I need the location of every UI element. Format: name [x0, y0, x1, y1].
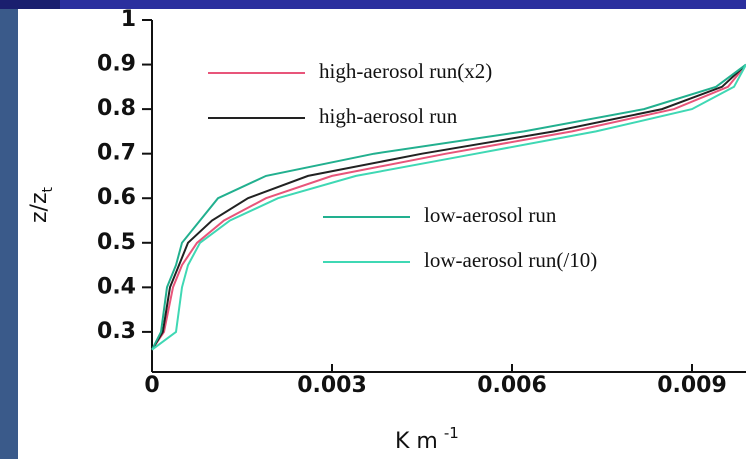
series-line [151, 63, 746, 351]
x-axis-label-text: K m [395, 429, 438, 454]
series-line [151, 64, 746, 351]
x-axis-label-sup: -1 [444, 424, 459, 442]
y-tick-label: 0.5 [97, 230, 136, 255]
series-line [151, 63, 746, 351]
y-tick-label: 0.7 [97, 141, 136, 166]
x-tick-label: 0.006 [477, 373, 547, 398]
x-tick-label: 0 [144, 373, 159, 398]
y-tick-label: 0.4 [97, 274, 136, 299]
y-tick-label: 1 [121, 7, 136, 32]
legend-label: low-aerosol run(/10) [424, 248, 597, 272]
header-bar [0, 0, 746, 9]
header-corner [0, 0, 60, 9]
y-tick-label: 0.8 [97, 96, 136, 121]
x-axis-label: K m -1 [395, 424, 459, 454]
series-line [151, 63, 746, 351]
y-axis-label-sub: t [40, 186, 56, 192]
left-strip [0, 0, 18, 459]
x-tick-label: 0.003 [297, 373, 367, 398]
y-tick-label: 0.3 [97, 319, 136, 344]
x-tick-label: 0.009 [657, 373, 727, 398]
y-tick-label: 0.6 [97, 185, 136, 210]
y-tick-label: 0.9 [97, 52, 136, 77]
legend-label: high-aerosol run [319, 104, 458, 128]
y-axis-label-text: z/z [27, 192, 52, 223]
legend-label: low-aerosol run [424, 203, 557, 227]
y-axis-label: z/zt [27, 186, 56, 223]
legend-label: high-aerosol run(x2) [319, 59, 492, 83]
